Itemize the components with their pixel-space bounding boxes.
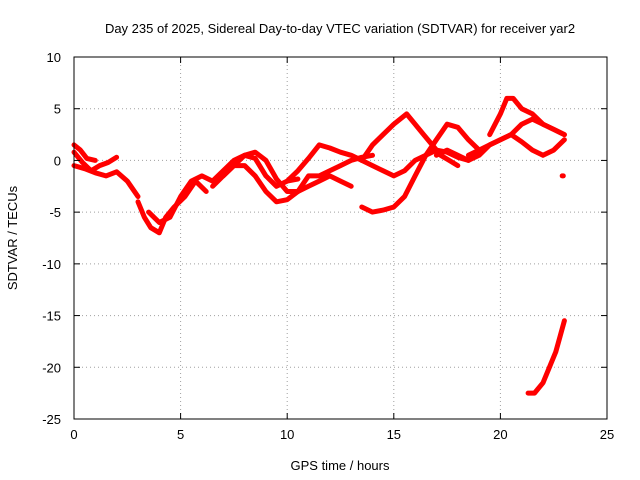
x-tick-label: 10 [280, 427, 294, 442]
y-tick-label: -10 [42, 257, 61, 272]
trace-sat-5 [146, 152, 301, 225]
x-axis: 0 5 10 15 20 25 [70, 57, 614, 442]
trace-sat-9 [359, 111, 461, 169]
trace-sat-3 [71, 142, 98, 163]
trace-sat-1 [71, 149, 120, 174]
x-tick-label: 5 [177, 427, 184, 442]
x-tick-label: 15 [387, 427, 401, 442]
y-tick-label: -15 [42, 309, 61, 324]
trace-sat-4 [135, 178, 209, 236]
trace-sat-2 [71, 163, 141, 200]
x-axis-label: GPS time / hours [291, 458, 390, 473]
chart-title: Day 235 of 2025, Sidereal Day-to-day VTE… [105, 21, 575, 36]
x-tick-label: 0 [70, 427, 77, 442]
y-tick-label: -25 [42, 412, 61, 427]
x-tick-label: 25 [600, 427, 614, 442]
data-traces [71, 95, 567, 396]
trace-sat-10 [359, 121, 482, 215]
plot-area-border [73, 56, 608, 420]
y-tick-label: -5 [49, 205, 61, 220]
trace-sat-13 [465, 132, 567, 158]
y-tick-label: 10 [47, 50, 61, 65]
trace-sat-12 [487, 95, 567, 138]
x-tick-label: 20 [493, 427, 507, 442]
y-axis-label: SDTVAR / TECUs [5, 185, 20, 290]
trace-sat-6 [210, 152, 375, 205]
y-tick-label: 5 [54, 102, 61, 117]
y-axis: 10 5 0 -5 -10 -15 -20 -25 [42, 50, 607, 427]
trace-sat-7 [220, 149, 354, 194]
y-tick-label: -20 [42, 360, 61, 375]
trace-sat-14 [525, 318, 567, 396]
y-tick-label: 0 [54, 153, 61, 168]
